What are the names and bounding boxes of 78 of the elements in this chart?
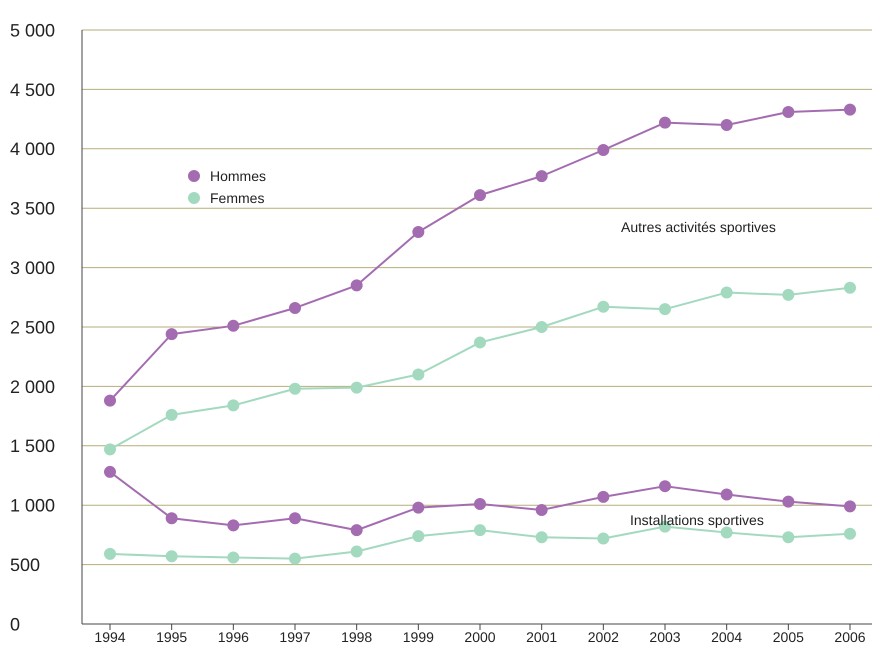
x-tick-label: 1997 [279,628,311,645]
point [166,512,178,524]
point [844,104,856,116]
x-tick-label: 2003 [649,628,681,645]
point [782,106,794,118]
x-tick-label: 2000 [464,628,496,645]
point [227,399,240,412]
point [166,408,178,421]
legend-label: Femmes [210,190,264,206]
point [720,119,733,132]
y-tick-label: 4 000 [10,139,56,160]
x-tick-label: 1995 [156,628,188,645]
y-tick-label: 5 000 [10,20,56,40]
y-tick-label: 4 500 [10,80,56,100]
point [474,524,486,536]
point [104,548,116,560]
point [659,480,671,492]
x-tick-label: 2004 [711,628,742,645]
point [166,328,178,340]
point [412,530,424,542]
point [104,443,116,456]
x-tick-label: 2006 [834,628,866,645]
point [289,302,301,314]
point [536,504,548,516]
y-tick-label: 3 500 [10,198,56,219]
point [289,382,301,395]
point [227,519,240,532]
point [844,282,856,294]
x-tick-label: 2001 [526,628,558,645]
point [782,531,794,544]
point [597,144,610,156]
point [536,321,548,333]
y-tick-label: 500 [10,554,40,575]
point [844,528,856,540]
point [536,531,548,544]
point [289,512,301,524]
annotation: Installations sportives [630,512,764,528]
x-tick-label: 2002 [588,628,620,645]
y-tick-label: 1 000 [10,496,56,516]
point [720,286,733,299]
x-tick-label: 1996 [218,628,250,645]
annotation: Autres activités sportives [621,219,776,235]
x-tick-label: 1998 [341,628,372,645]
point [350,546,363,558]
point [104,466,116,478]
point [474,498,486,510]
point [782,496,794,508]
point [659,116,671,129]
legend-label: Hommes [210,168,266,184]
point [782,288,794,301]
y-tick-label: 1 500 [10,436,56,456]
point [536,170,548,182]
point [104,394,116,407]
point [474,336,486,348]
point [350,382,363,394]
y-tick-label: 0 [10,614,20,634]
point [720,488,733,501]
point [412,502,424,514]
point [166,550,178,562]
point [227,320,240,332]
point [227,551,240,564]
x-tick-label: 1994 [94,628,126,645]
y-tick-label: 3 000 [10,258,56,278]
point [597,490,610,503]
point [659,303,671,316]
point [350,279,363,292]
point [844,500,856,512]
x-tick-label: 2005 [772,628,804,645]
point [597,532,610,544]
point [597,300,610,313]
point [474,189,486,202]
point [350,524,363,536]
point [412,368,424,381]
point [289,552,301,565]
y-tick-label: 2 000 [10,376,56,397]
y-tick-label: 2 500 [10,317,56,338]
point [412,226,424,238]
x-tick-label: 1999 [402,628,434,645]
